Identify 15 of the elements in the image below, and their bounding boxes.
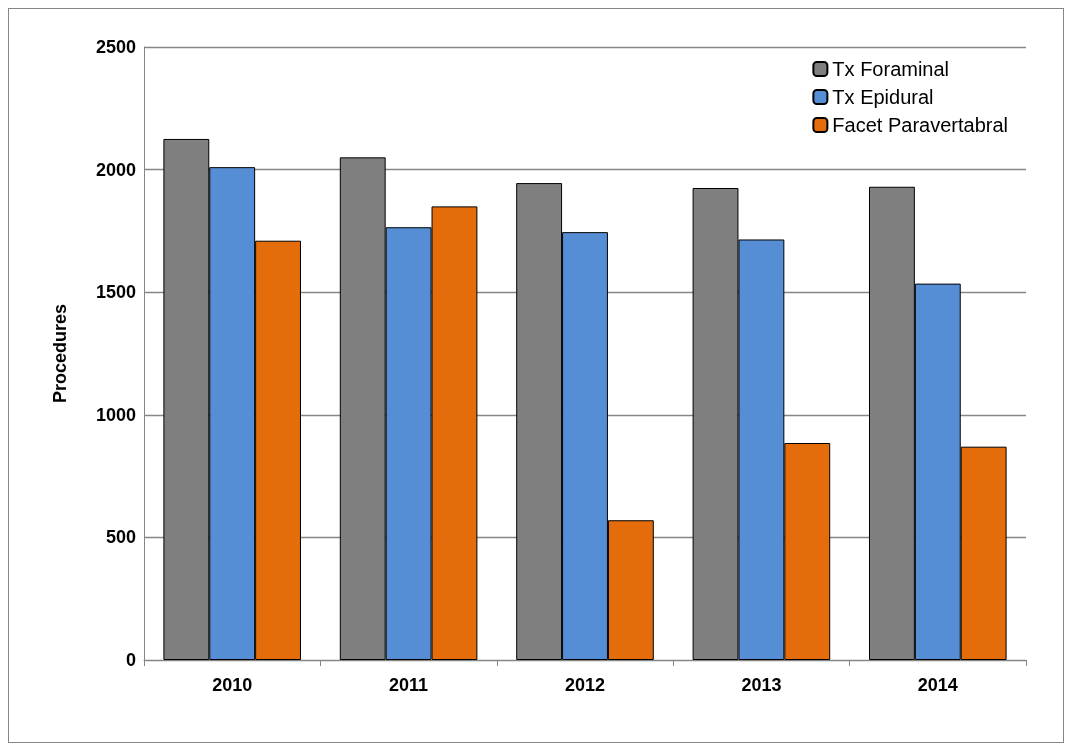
x-tick-label: 2010 (212, 675, 253, 695)
y-tick-label: 1500 (95, 282, 136, 303)
legend-label: Facet Paravertabral (832, 114, 1009, 136)
y-tick-label: 2500 (95, 37, 136, 57)
x-tick-label: 2013 (741, 675, 782, 695)
x-tick-label: 2012 (564, 675, 606, 695)
y-tick-label: 2000 (95, 159, 136, 180)
legend-label: Tx Foraminal (832, 58, 950, 80)
x-tick-label: 2011 (389, 675, 429, 695)
x-tick-label: 2014 (917, 675, 958, 695)
legend-label: Tx Epidural (832, 86, 934, 108)
y-tick-label: 1000 (95, 404, 136, 425)
y-tick-label: 500 (105, 527, 136, 548)
y-axis-title: Procedures (50, 303, 70, 404)
y-tick-label: 0 (125, 650, 136, 670)
